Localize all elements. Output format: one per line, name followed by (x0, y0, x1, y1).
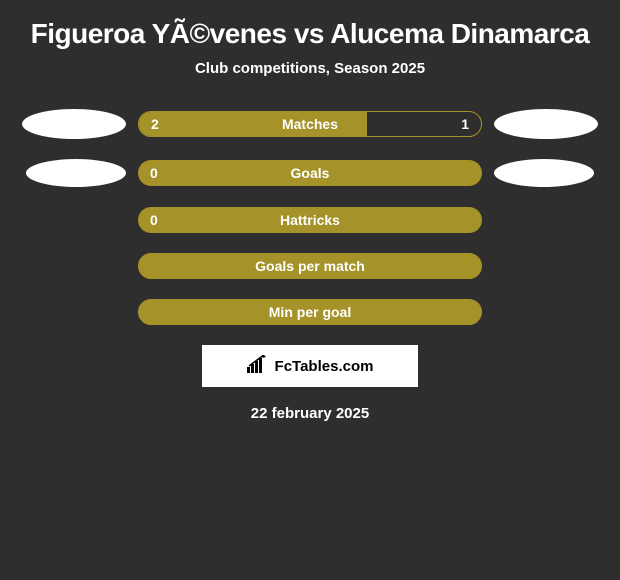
stat-row: 0 Goals (0, 159, 620, 187)
stat-bar: 0 Hattricks (138, 207, 482, 233)
stat-row: 21Matches (0, 109, 620, 139)
stat-value-left: 0 (138, 165, 158, 181)
page-title: Figueroa YÃ©venes vs Alucema Dinamarca (0, 10, 620, 60)
stat-label: Goals per match (255, 258, 365, 274)
stat-label: Goals (291, 165, 330, 181)
stat-bar: Goals per match (138, 253, 482, 279)
stats-list: 21Matches0Goals0HattricksGoals per match… (0, 109, 620, 325)
player-avatar-right (494, 159, 594, 187)
subtitle: Club competitions, Season 2025 (0, 60, 620, 77)
chart-icon (247, 355, 269, 378)
stat-bar: 0 Goals (138, 160, 482, 186)
stat-value-right: 1 (367, 112, 481, 136)
stat-label: Hattricks (280, 212, 340, 228)
brand-label: FcTables.com (275, 358, 374, 375)
brand-box: FcTables.com (202, 345, 418, 387)
stat-row: Min per goal (0, 299, 620, 325)
stat-bar: 21Matches (138, 111, 482, 137)
date-label: 22 february 2025 (0, 405, 620, 422)
stat-row: Goals per match (0, 253, 620, 279)
stat-label: Matches (282, 116, 338, 132)
stat-row: 0 Hattricks (0, 207, 620, 233)
player-avatar-right (494, 109, 598, 139)
player-avatar-left (26, 159, 126, 187)
player-avatar-left (22, 109, 126, 139)
stat-label: Min per goal (269, 304, 351, 320)
stat-bar: Min per goal (138, 299, 482, 325)
stats-comparison-card: Figueroa YÃ©venes vs Alucema Dinamarca C… (0, 0, 620, 432)
stat-value-left: 0 (138, 212, 158, 228)
